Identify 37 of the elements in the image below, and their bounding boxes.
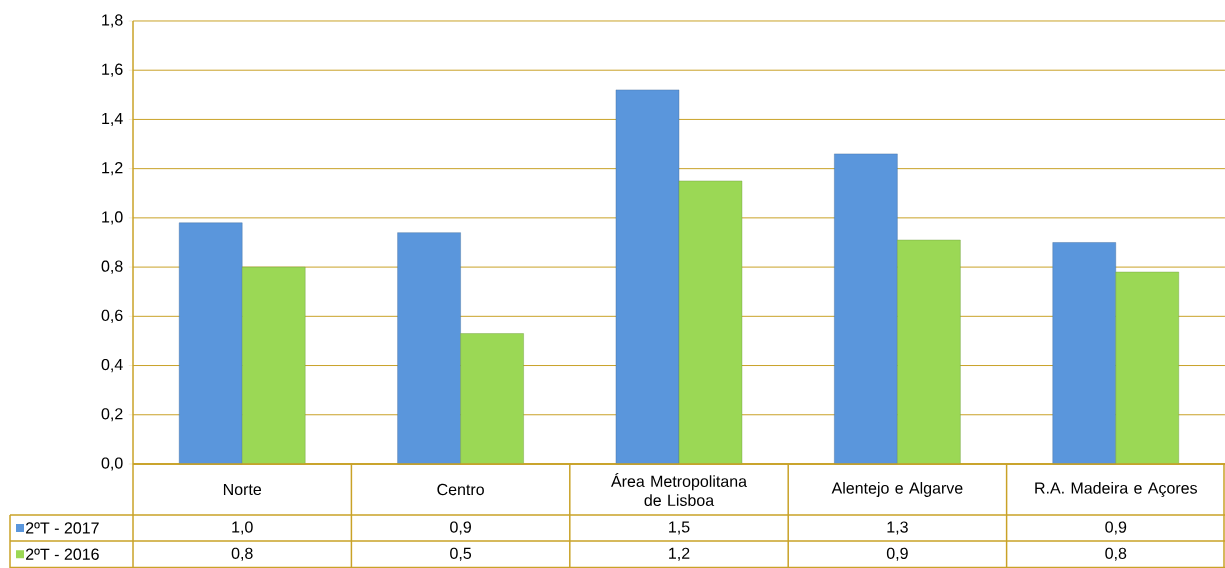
y-tick-label: 0,4 xyxy=(101,358,123,373)
bar xyxy=(678,180,743,465)
x-tick-label: Norte xyxy=(223,483,262,496)
bar xyxy=(179,222,243,465)
legend-label: 2ºT - 2016 xyxy=(26,548,99,560)
y-tick-label: 0,2 xyxy=(101,408,123,422)
x-tick-label: Centro xyxy=(437,483,484,496)
data-label: 1,5 xyxy=(669,521,690,535)
bar xyxy=(397,232,461,465)
x-tick-label: Alentejo e Algarve xyxy=(831,482,963,497)
data-label: 0,8 xyxy=(231,547,253,561)
bar xyxy=(1052,242,1116,465)
y-tick-label: 1,0 xyxy=(102,211,123,225)
y-tick-label: 1,8 xyxy=(102,14,123,28)
bar xyxy=(460,333,524,465)
data-label: 0,9 xyxy=(450,521,471,535)
y-tick-label: 0,0 xyxy=(101,457,123,471)
bar xyxy=(897,239,961,465)
y-tick-label: 0,6 xyxy=(101,309,123,323)
x-tick-label: Área Metropolitana de Lisboa xyxy=(611,472,748,506)
data-label: 1,2 xyxy=(669,547,690,561)
bar xyxy=(242,266,306,465)
data-label: 0,9 xyxy=(886,547,908,561)
data-label: 0,5 xyxy=(450,547,472,561)
bar xyxy=(834,153,898,465)
bar xyxy=(1115,271,1179,465)
x-tick-label: R.A. Madeira e Açores xyxy=(1035,481,1197,497)
legend-label: 2ºT - 2017 xyxy=(26,522,99,534)
data-label: 0,8 xyxy=(1105,547,1127,561)
y-tick-label: 1,4 xyxy=(102,112,123,126)
y-tick-label: 0,8 xyxy=(101,260,123,274)
bar xyxy=(615,89,680,465)
y-tick-label: 1,6 xyxy=(102,63,123,77)
data-label: 1,0 xyxy=(232,521,253,535)
y-tick-label: 1,2 xyxy=(102,162,123,176)
data-label: 0,9 xyxy=(1105,521,1127,535)
data-label: 1,3 xyxy=(887,521,908,535)
